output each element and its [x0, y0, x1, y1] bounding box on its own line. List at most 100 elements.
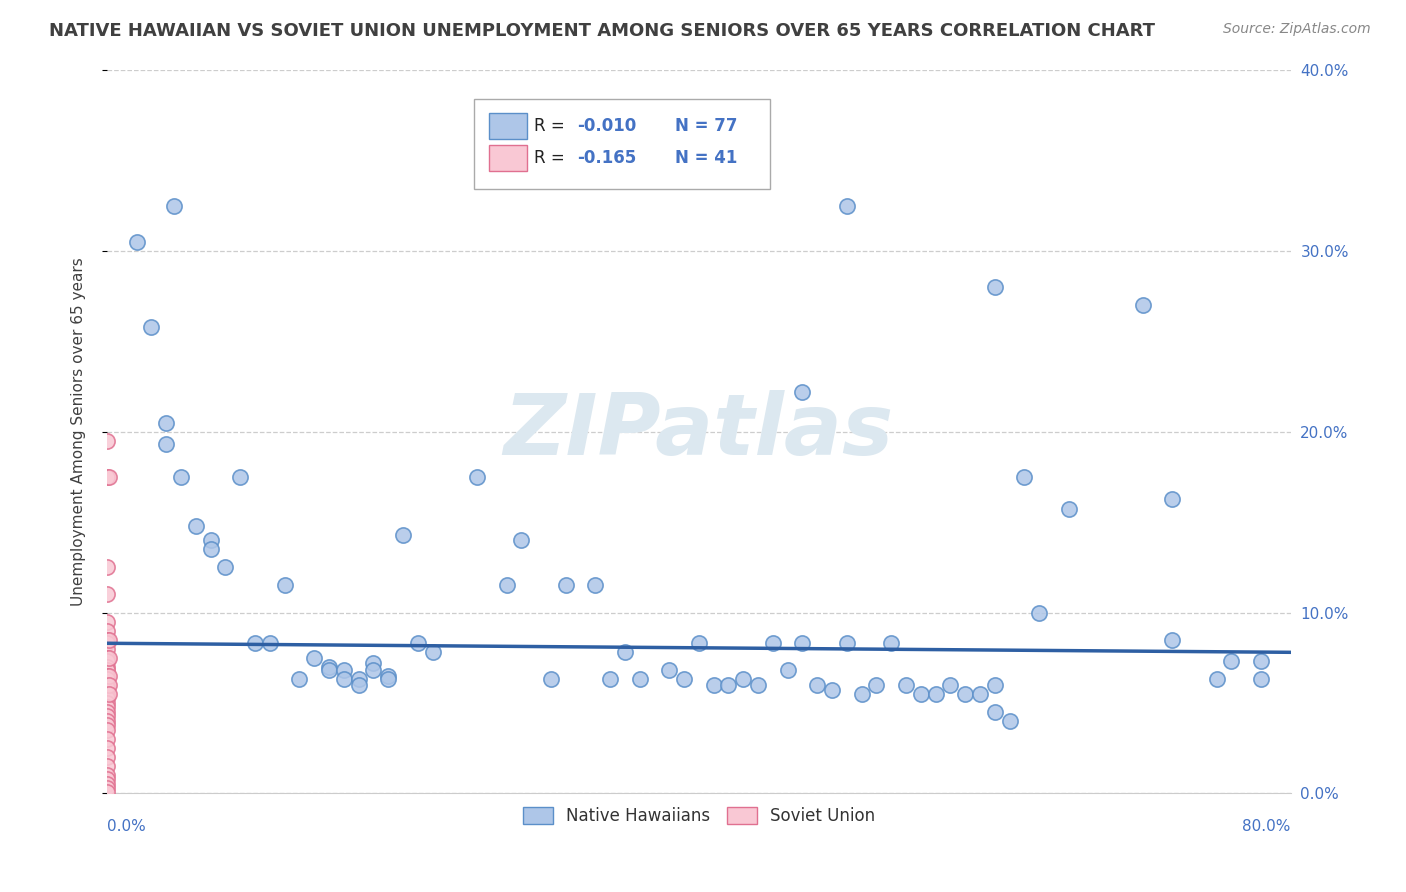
Point [96, 705, 118, 719]
Point [658, 664, 681, 678]
Point [333, 673, 356, 687]
Text: -0.010: -0.010 [576, 117, 636, 135]
Point [96, 615, 118, 629]
Point [155, 416, 177, 430]
Point [96, 669, 118, 683]
Point [155, 437, 177, 451]
FancyBboxPatch shape [489, 112, 527, 139]
Point [377, 669, 399, 683]
Point [163, 199, 186, 213]
Point [96, 650, 118, 665]
Point [540, 673, 562, 687]
Point [821, 683, 844, 698]
Point [717, 678, 740, 692]
Point [97, 470, 120, 484]
Text: R =: R = [534, 149, 571, 168]
Point [200, 542, 222, 557]
Point [688, 636, 710, 650]
Point [96, 660, 118, 674]
Point [1161, 491, 1184, 506]
Point [1057, 502, 1080, 516]
Point [583, 578, 606, 592]
Point [214, 560, 236, 574]
Point [776, 664, 799, 678]
Text: N = 77: N = 77 [675, 117, 738, 135]
Point [1205, 673, 1227, 687]
Point [347, 678, 370, 692]
Point [302, 650, 325, 665]
Point [96, 717, 118, 731]
Point [96, 741, 118, 756]
Text: 80.0%: 80.0% [1243, 819, 1291, 834]
Point [96, 664, 118, 678]
Point [1250, 654, 1272, 668]
Point [1132, 298, 1154, 312]
Point [377, 673, 399, 687]
Point [97, 687, 120, 701]
Text: N = 41: N = 41 [675, 149, 738, 168]
Point [96, 708, 118, 723]
Point [747, 678, 769, 692]
Point [97, 678, 120, 692]
Point [96, 470, 118, 484]
Point [96, 678, 118, 692]
Point [347, 673, 370, 687]
Point [806, 678, 828, 692]
Point [96, 732, 118, 747]
Point [96, 696, 118, 710]
Point [96, 780, 118, 795]
Point [96, 434, 118, 448]
Point [1028, 606, 1050, 620]
Point [1014, 470, 1036, 484]
Legend: Native Hawaiians, Soviet Union: Native Hawaiians, Soviet Union [516, 800, 882, 832]
Point [969, 687, 991, 701]
Point [554, 578, 576, 592]
Point [835, 199, 858, 213]
Point [141, 319, 163, 334]
Point [910, 687, 932, 701]
Point [406, 636, 429, 650]
Point [318, 660, 340, 674]
Point [96, 777, 118, 791]
Point [273, 578, 295, 592]
Text: NATIVE HAWAIIAN VS SOVIET UNION UNEMPLOYMENT AMONG SENIORS OVER 65 YEARS CORRELA: NATIVE HAWAIIAN VS SOVIET UNION UNEMPLOY… [49, 22, 1156, 40]
Point [97, 632, 120, 647]
Point [465, 470, 488, 484]
Text: 0.0%: 0.0% [107, 819, 146, 834]
Point [96, 636, 118, 650]
Point [894, 678, 917, 692]
FancyBboxPatch shape [474, 99, 770, 189]
Point [125, 235, 148, 249]
Point [1250, 673, 1272, 687]
Point [96, 772, 118, 786]
Point [851, 687, 873, 701]
Point [96, 560, 118, 574]
Point [880, 636, 903, 650]
Point [1161, 632, 1184, 647]
Point [953, 687, 976, 701]
Point [392, 528, 415, 542]
Point [170, 470, 193, 484]
Point [96, 587, 118, 601]
Text: ZIPatlas: ZIPatlas [503, 390, 894, 474]
Point [96, 690, 118, 705]
Text: Source: ZipAtlas.com: Source: ZipAtlas.com [1223, 22, 1371, 37]
Point [97, 669, 120, 683]
Point [495, 578, 517, 592]
Point [96, 768, 118, 782]
Point [96, 784, 118, 798]
Point [363, 656, 385, 670]
Point [613, 645, 636, 659]
Point [96, 641, 118, 656]
Point [983, 280, 1005, 294]
Point [792, 384, 814, 399]
Point [510, 533, 533, 548]
Point [243, 636, 266, 650]
Point [96, 654, 118, 668]
Point [96, 714, 118, 728]
Point [703, 678, 725, 692]
Point [792, 636, 814, 650]
Point [229, 470, 252, 484]
Point [865, 678, 887, 692]
Point [96, 750, 118, 764]
